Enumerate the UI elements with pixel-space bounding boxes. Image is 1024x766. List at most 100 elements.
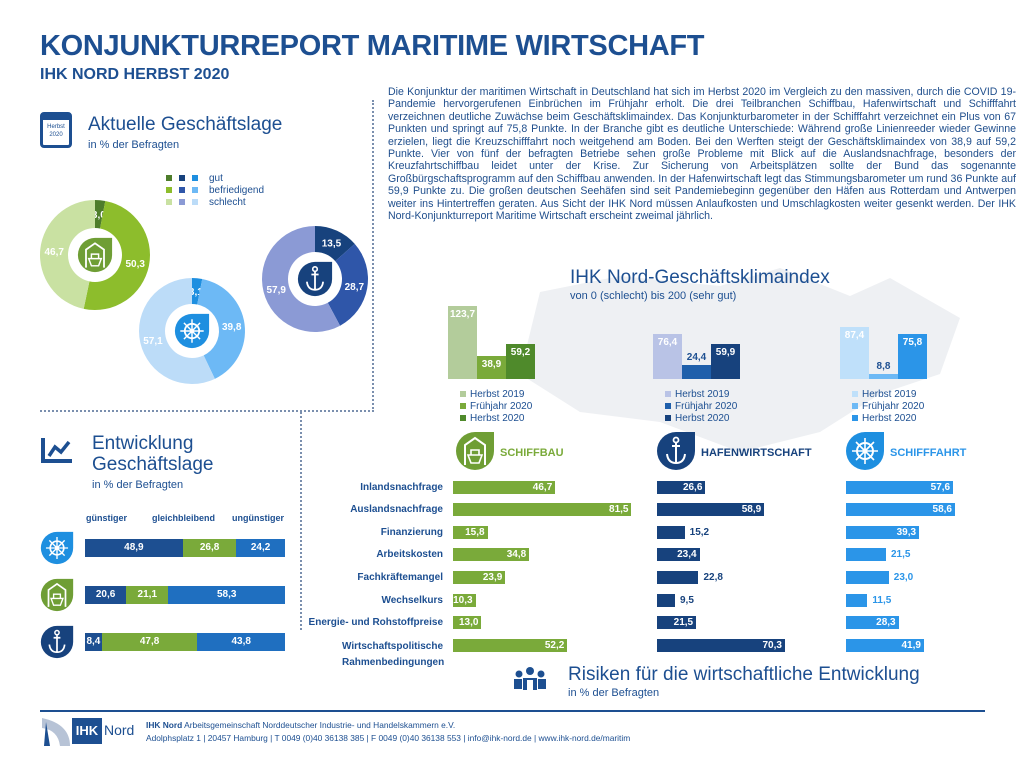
risk-value-label: 21,5 [890, 549, 911, 560]
legend-label: schlecht [209, 196, 246, 208]
risk-category-label: Wirtschaftspolitische Rahmenbedingungen [342, 641, 445, 668]
risk-category-label: Auslandsnachfrage [350, 504, 443, 515]
section-title-risiken: Risiken für die wirtschaftliche Entwickl… [568, 664, 920, 685]
risk-bar-hafen [657, 571, 699, 584]
risk-bar-schifffahrt [846, 639, 924, 652]
risk-value-label: 34,8 [506, 549, 527, 560]
klima-bar-schifffahrt-2 [898, 334, 927, 379]
legend-label: befriedigend [209, 184, 265, 196]
donut-slice-schiffbau-gut [95, 200, 106, 229]
page-title: KONJUNKTURREPORT MARITIME WIRTSCHAFT [40, 30, 705, 62]
risk-bar-hafen [657, 594, 675, 607]
donut-value-label: 3,1 [189, 287, 203, 298]
risk-value-label: 70,3 [762, 640, 782, 651]
risk-bar-schiffbau [453, 526, 488, 539]
legend-swatch [460, 403, 466, 409]
legend-swatch [166, 199, 172, 205]
map-background [520, 268, 960, 452]
ship-icon [456, 432, 494, 470]
risk-bar-schifffahrt [846, 594, 868, 607]
compass-logo-icon [42, 718, 70, 746]
risk-bar-hafen [657, 526, 685, 539]
legend-item: Herbst 2019 [852, 388, 916, 400]
risk-value-label: 41,9 [901, 640, 921, 651]
calendar-icon-line1: Herbst [47, 124, 65, 130]
stacked-bar-schiffbau-gleichbleibend: 21,1 [126, 586, 169, 604]
klima-value-label: 38,9 [481, 359, 502, 371]
donut-slice-hafen-gut [315, 226, 355, 262]
legend-item: Frühjahr 2020 [852, 400, 924, 412]
risk-bar-schiffbau [453, 616, 482, 629]
risk-bar-schiffbau [453, 548, 530, 561]
risk-value-label: 13,0 [459, 617, 479, 628]
risk-value-label: 10,3 [453, 595, 473, 606]
risk-value-label: 9,5 [680, 595, 694, 606]
section-subtitle-klimaindex: von 0 (schlecht) bis 200 (sehr gut) [570, 290, 737, 302]
footer-address[interactable]: Adolphsplatz 1 | 20457 Hamburg | T 0049 … [146, 733, 631, 743]
klima-value-label: 76,4 [657, 336, 678, 348]
legend-swatch [166, 175, 172, 181]
risk-bar-schifffahrt [846, 503, 955, 516]
legend-swatch [665, 415, 671, 421]
stacked-bar-hafen-ungünstiger: 43,8 [197, 633, 285, 651]
divider [372, 100, 374, 412]
risk-bar-hafen [657, 639, 785, 652]
donut-value-label: 50,3 [125, 259, 145, 270]
legend-label: Herbst 2019 [862, 388, 917, 400]
risk-value-label: 58,9 [741, 504, 762, 515]
legend-swatch [179, 175, 185, 181]
stacked-bar-hafen-gleichbleibend: 47,8 [101, 633, 198, 651]
risk-value-label: 81,5 [609, 504, 629, 515]
donut-value-label: 39,8 [222, 322, 242, 333]
risk-value-label: 23,9 [482, 572, 503, 583]
donut-slice-schiffbau-schlecht [40, 200, 95, 309]
divider [300, 412, 302, 630]
klima-value-label: 8,8 [876, 360, 891, 372]
risk-value-label: 52,2 [544, 640, 565, 651]
column-header: günstiger [86, 513, 128, 523]
klima-bar-hafen-2 [711, 343, 740, 379]
risk-bar-schifffahrt [846, 616, 899, 629]
legend-swatch [179, 187, 185, 193]
risk-value-label: 28,3 [876, 617, 896, 628]
section-subtitle-entwicklung: in % der Befragten [92, 479, 184, 491]
stacked-bar-schifffahrt-günstiger: 48,9 [85, 539, 183, 557]
stacked-bar-schiffbau-günstiger: 20,6 [85, 586, 127, 604]
klimaindex-chart: 123,7 Herbst 2019 38,9 Frühjahr 2020 59,2 Her… [448, 306, 927, 424]
legend-label: Frühjahr 2020 [675, 400, 738, 412]
klima-value-label: 59,9 [715, 346, 736, 358]
stacked-bar-schiffbau-ungünstiger: 58,3 [168, 586, 285, 604]
klima-bar-hafen-1 [682, 364, 711, 379]
donut-slice-schifffahrt-schlecht [139, 278, 215, 384]
donut-value-label: 13,5 [322, 239, 342, 250]
anchor-icon [297, 261, 333, 297]
risk-bar-schifffahrt [846, 548, 886, 561]
risk-bar-schiffbau [453, 481, 556, 494]
sector-headers: SCHIFFBAU HAFENWIRTSCHAFT SCHIFFFAHRT [456, 432, 966, 470]
risk-bar-hafen [657, 503, 765, 516]
legend-item: Frühjahr 2020 [665, 400, 737, 412]
ihk-logo: IHK [72, 718, 102, 744]
risk-value-label: 23,4 [677, 549, 697, 560]
legend-item: Herbst 2019 [665, 388, 729, 400]
risk-value-label: 46,7 [532, 482, 553, 493]
risk-bar-schiffbau [453, 503, 632, 516]
risk-bar-schiffbau [453, 639, 568, 652]
risk-bar-schifffahrt [846, 571, 889, 584]
legend-item: Herbst 2020 [460, 412, 524, 424]
divider [40, 410, 374, 412]
legend-item: Herbst 2020 [852, 412, 916, 424]
klima-bar-schiffbau-1 [477, 356, 506, 379]
risk-category-label: Fachkräftemangel [357, 572, 443, 583]
risk-bar-schiffbau [453, 571, 506, 584]
legend-swatch [166, 187, 172, 193]
klima-value-label: 87,4 [844, 330, 865, 342]
risk-category-label: Wechselkurs [381, 595, 443, 606]
klima-bar-schiffbau-0 [448, 306, 477, 379]
risk-bar-hafen [657, 481, 706, 494]
legend-swatch [460, 391, 466, 397]
klima-value-label: 59,2 [510, 347, 531, 359]
legend-swatch [179, 199, 185, 205]
risk-bar-schifffahrt [846, 526, 920, 539]
legend-label: Frühjahr 2020 [862, 400, 925, 412]
